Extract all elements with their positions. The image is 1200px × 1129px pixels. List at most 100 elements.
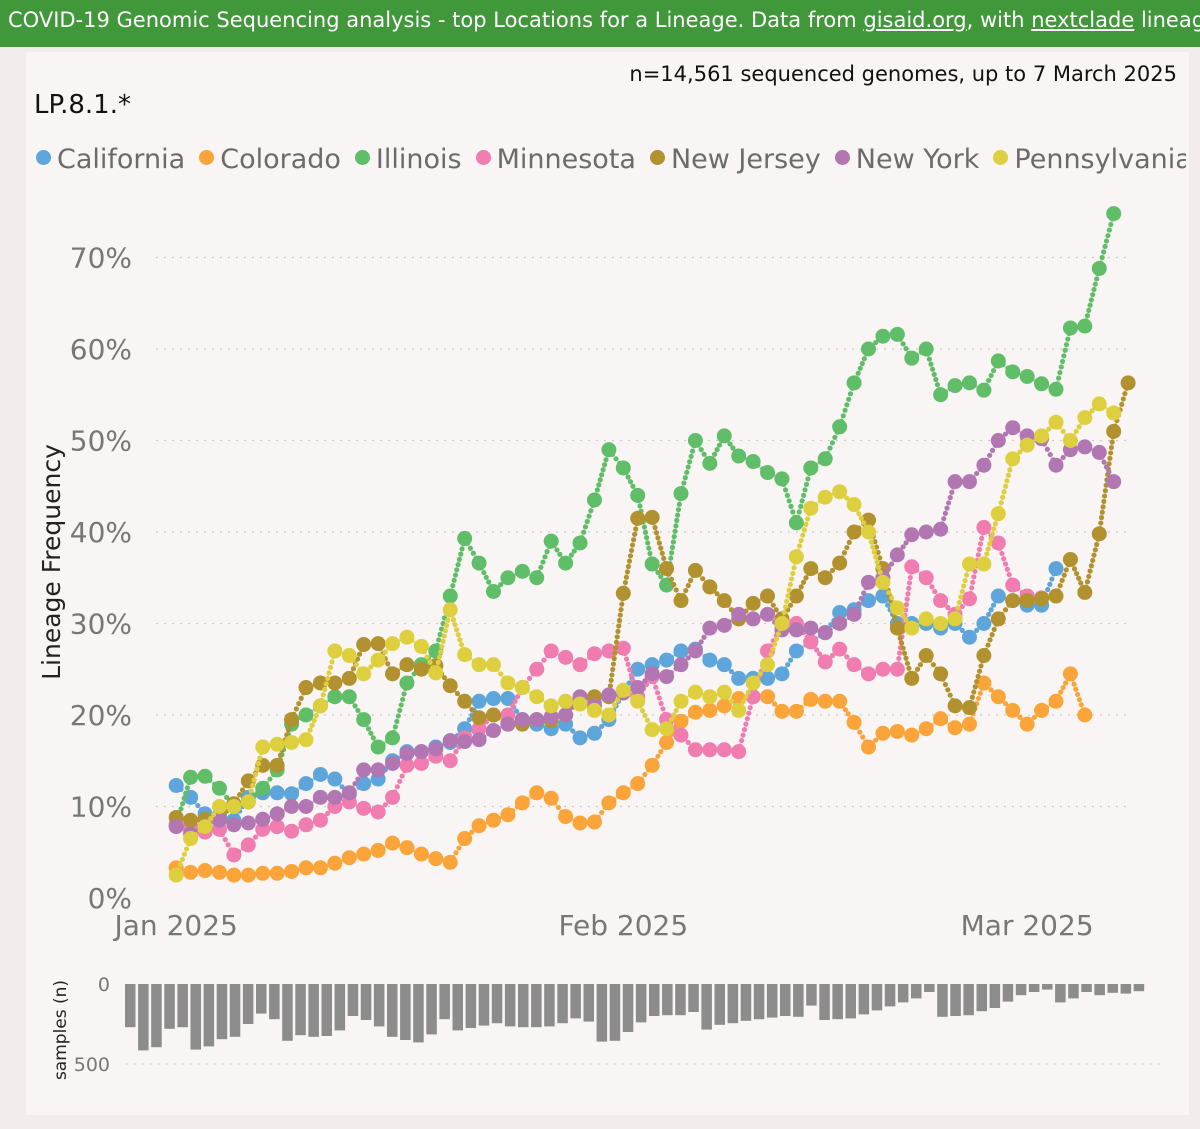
connector-dot — [567, 657, 574, 663]
data-point — [240, 867, 256, 883]
connector-dot — [781, 609, 787, 615]
connector-dot — [553, 701, 559, 707]
page-banner: COVID-19 Genomic Sequencing analysis - t… — [0, 0, 1200, 47]
gisaid-link[interactable]: gisaid.org — [863, 8, 967, 32]
connector-dot — [455, 562, 461, 568]
data-point — [312, 789, 328, 805]
connector-dot — [757, 671, 763, 677]
connector-dot — [309, 722, 315, 728]
data-point — [731, 744, 747, 760]
data-point — [889, 661, 905, 677]
connector-dot — [1076, 424, 1082, 430]
connector-dot — [642, 771, 648, 778]
connector-dot — [1063, 342, 1070, 348]
connector-dot — [514, 694, 521, 700]
connector-dot — [978, 663, 984, 669]
connector-dot — [716, 442, 723, 448]
connector-dot — [435, 659, 441, 665]
connector-dot — [1057, 424, 1063, 430]
connector-dot — [800, 579, 807, 585]
sample-bar — [1042, 984, 1053, 990]
connector-dot — [740, 455, 747, 461]
connector-dot — [999, 611, 1005, 617]
data-point — [976, 556, 992, 572]
connector-dot — [449, 612, 455, 618]
sample-bar — [1094, 984, 1105, 996]
connector-dot — [885, 332, 891, 339]
connector-dot — [612, 650, 618, 656]
connector-dot — [712, 706, 718, 712]
legend-item-minnesota[interactable]: Minnesota — [475, 144, 636, 175]
connector-dot — [968, 716, 974, 722]
connector-dot — [683, 715, 689, 721]
legend-item-illinois[interactable]: Illinois — [354, 144, 462, 175]
connector-dot — [611, 656, 617, 662]
connector-dot — [437, 631, 443, 638]
connector-dot — [348, 670, 354, 677]
connector-dot — [740, 698, 747, 704]
connector-dot — [903, 540, 909, 546]
connector-dot — [1045, 586, 1051, 593]
connector-dot — [1102, 488, 1108, 494]
data-point — [687, 704, 703, 720]
connector-dot — [183, 790, 189, 796]
connector-dot — [183, 846, 190, 852]
connector-dot — [875, 549, 881, 556]
sample-bar — [649, 984, 660, 1016]
connector-dot — [730, 445, 736, 451]
connector-dot — [685, 582, 691, 589]
data-point — [803, 634, 819, 650]
connector-dot — [955, 605, 961, 611]
sample-bar — [1028, 984, 1040, 992]
data-point — [889, 723, 905, 739]
sample-bar — [1107, 984, 1118, 993]
legend-item-new-jersey[interactable]: New Jersey — [649, 144, 821, 175]
connector-dot — [957, 723, 963, 730]
data-point — [673, 486, 689, 502]
legend-item-california[interactable]: California — [36, 144, 185, 175]
x-tick-label: Feb 2025 — [558, 909, 688, 942]
legend-item-pennsylvania[interactable]: Pennsylvania — [993, 144, 1186, 175]
data-point — [284, 734, 300, 750]
connector-dot — [746, 710, 752, 716]
connector-dot — [767, 598, 774, 604]
data-point — [529, 712, 545, 728]
data-point — [716, 742, 732, 758]
data-point — [558, 555, 574, 571]
connector-dot — [839, 702, 846, 709]
connector-dot — [957, 479, 963, 485]
connector-dot — [349, 785, 355, 791]
connector-dot — [800, 532, 806, 538]
connector-dot — [696, 571, 702, 578]
connector-dot — [1060, 428, 1066, 434]
data-point — [1048, 381, 1064, 397]
connector-dot — [957, 703, 963, 710]
connector-dot — [1098, 515, 1105, 521]
connector-dot — [782, 666, 788, 672]
legend-item-colorado[interactable]: Colorado — [199, 144, 341, 175]
connector-dot — [907, 574, 913, 581]
connector-dot — [1069, 561, 1076, 567]
data-point — [183, 769, 199, 785]
connector-dot — [813, 697, 819, 703]
connector-dot — [571, 548, 577, 554]
connector-dot — [452, 738, 458, 744]
connector-dot — [594, 487, 600, 493]
connector-dot — [655, 753, 661, 759]
connector-dot — [444, 622, 450, 629]
connector-dot — [877, 569, 883, 575]
connector-dot — [609, 672, 615, 678]
connector-dot — [942, 681, 949, 688]
nextclade-link[interactable]: nextclade — [1031, 8, 1135, 32]
connector-dot — [380, 765, 386, 771]
data-point — [615, 640, 631, 656]
legend-item-new-york[interactable]: New York — [834, 144, 979, 175]
connector-dot — [1090, 292, 1096, 298]
connector-dot — [685, 655, 691, 661]
connector-dot — [1057, 458, 1063, 464]
data-point — [615, 585, 631, 601]
legend-label: Minnesota — [496, 144, 636, 175]
connector-dot — [450, 753, 456, 759]
connector-dot — [409, 762, 415, 768]
data-point — [1106, 474, 1122, 490]
